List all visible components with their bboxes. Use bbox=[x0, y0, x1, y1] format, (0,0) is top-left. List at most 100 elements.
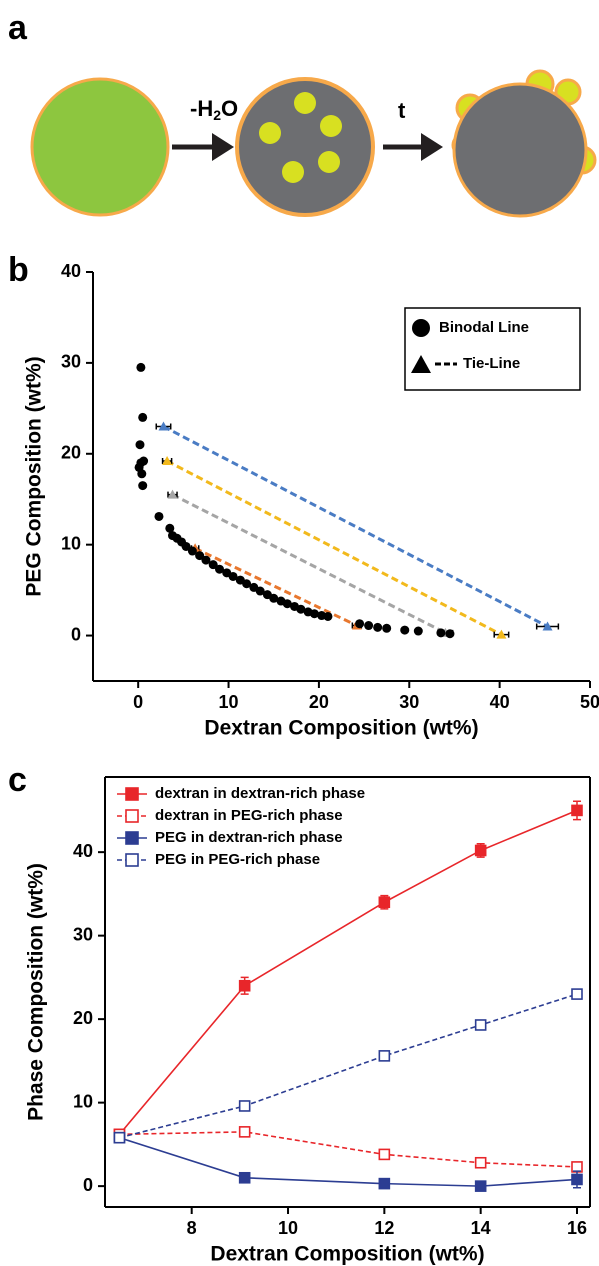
point bbox=[364, 621, 374, 631]
point bbox=[474, 1156, 487, 1169]
point bbox=[135, 440, 145, 450]
point bbox=[187, 546, 197, 556]
point bbox=[296, 604, 306, 614]
point bbox=[201, 555, 211, 565]
point bbox=[238, 979, 251, 992]
point bbox=[138, 481, 148, 491]
step-text: -H bbox=[190, 96, 213, 121]
y-tick-label: 10 bbox=[73, 1091, 93, 1111]
tie-point bbox=[167, 489, 178, 499]
legend-marker bbox=[125, 787, 139, 801]
point bbox=[269, 593, 279, 603]
point bbox=[137, 469, 147, 479]
legend-marker bbox=[125, 831, 139, 845]
x-axis-title: Dextran Composition (wt%) bbox=[210, 1243, 484, 1266]
y-axis-title: Phase Composition (wt%) bbox=[25, 863, 48, 1121]
point bbox=[571, 804, 583, 817]
x-axis-title: Dextran Composition (wt%) bbox=[204, 717, 478, 740]
legend-box bbox=[404, 307, 581, 391]
legend-label: dextran in dextran-rich phase bbox=[155, 785, 365, 802]
x-tick-label: 50 bbox=[580, 692, 599, 712]
point bbox=[400, 625, 410, 635]
point bbox=[255, 586, 265, 596]
droplet bbox=[30, 77, 170, 217]
legend-label: Binodal Line bbox=[439, 319, 529, 336]
y-tick-label: 30 bbox=[73, 924, 93, 944]
arrow-head bbox=[421, 133, 443, 161]
point bbox=[208, 560, 218, 570]
point bbox=[355, 619, 365, 629]
legend-marker bbox=[125, 809, 139, 823]
y-tick-label: 10 bbox=[61, 533, 81, 553]
point bbox=[378, 1177, 391, 1190]
y-tick-label: 40 bbox=[73, 841, 93, 861]
y-tick-label: 20 bbox=[73, 1008, 93, 1028]
point bbox=[139, 456, 149, 466]
x-tick-label: 0 bbox=[133, 692, 143, 712]
point bbox=[238, 1100, 251, 1112]
tie-point bbox=[496, 629, 507, 639]
x-tick-label: 14 bbox=[471, 1218, 491, 1238]
point bbox=[474, 844, 487, 857]
x-tick-label: 8 bbox=[187, 1218, 197, 1238]
point bbox=[323, 611, 333, 621]
point bbox=[136, 362, 146, 372]
x-tick-label: 12 bbox=[374, 1218, 394, 1238]
point bbox=[228, 571, 238, 581]
x-tick-label: 20 bbox=[309, 692, 329, 712]
step-text: O bbox=[221, 96, 238, 121]
panel-label: b bbox=[8, 251, 29, 289]
step-label: t bbox=[398, 98, 406, 123]
inclusion bbox=[294, 92, 316, 114]
step-subscript: 2 bbox=[213, 107, 221, 123]
inclusion bbox=[318, 151, 340, 173]
point bbox=[242, 579, 252, 589]
legend-label: Tie-Line bbox=[463, 355, 520, 372]
point bbox=[195, 551, 205, 561]
point bbox=[436, 628, 446, 638]
point bbox=[181, 541, 191, 551]
y-tick-label: 40 bbox=[61, 261, 81, 281]
step-label: -H2O bbox=[190, 96, 238, 123]
panel-label: c bbox=[8, 761, 27, 799]
y-tick-label: 0 bbox=[71, 624, 81, 644]
point bbox=[571, 1173, 583, 1186]
point bbox=[413, 626, 423, 636]
point bbox=[378, 1050, 391, 1062]
panel-label: a bbox=[8, 9, 28, 47]
point bbox=[238, 1126, 251, 1138]
x-tick-label: 10 bbox=[278, 1218, 298, 1238]
point bbox=[282, 599, 292, 609]
y-tick-label: 30 bbox=[61, 352, 81, 372]
x-tick-label: 10 bbox=[219, 692, 239, 712]
point bbox=[215, 564, 225, 574]
point bbox=[571, 988, 583, 1000]
point bbox=[378, 1148, 391, 1161]
legend-marker bbox=[411, 355, 431, 373]
series-line bbox=[119, 1136, 578, 1187]
legend-marker bbox=[412, 319, 430, 337]
tie-point bbox=[158, 421, 169, 431]
series-line bbox=[119, 1131, 578, 1168]
point bbox=[382, 623, 392, 633]
droplet bbox=[235, 77, 375, 217]
point bbox=[309, 609, 319, 619]
x-tick-label: 16 bbox=[567, 1218, 587, 1238]
point bbox=[445, 629, 455, 639]
tie-point bbox=[542, 621, 553, 631]
point bbox=[238, 1171, 251, 1184]
legend-label: PEG in dextran-rich phase bbox=[155, 829, 343, 846]
x-tick-label: 40 bbox=[490, 692, 510, 712]
series-line bbox=[119, 993, 578, 1139]
tie-point bbox=[162, 456, 173, 466]
point bbox=[474, 1180, 487, 1192]
y-axis-title: PEG Composition (wt%) bbox=[23, 356, 46, 596]
point bbox=[165, 523, 175, 533]
inclusion bbox=[320, 115, 342, 137]
droplet bbox=[452, 82, 588, 218]
y-tick-label: 20 bbox=[61, 443, 81, 463]
inclusion bbox=[282, 161, 304, 183]
point bbox=[474, 1019, 487, 1031]
tie-line bbox=[171, 493, 447, 635]
